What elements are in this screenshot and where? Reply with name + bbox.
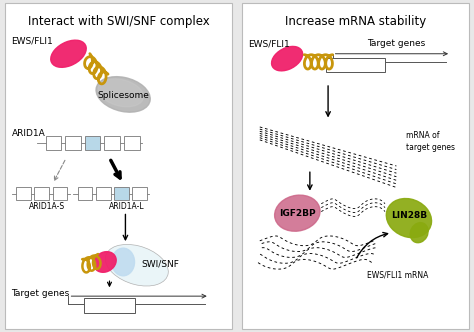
FancyBboxPatch shape: [114, 188, 129, 200]
FancyBboxPatch shape: [16, 188, 31, 200]
Ellipse shape: [386, 199, 431, 238]
Ellipse shape: [96, 77, 150, 112]
FancyBboxPatch shape: [46, 136, 61, 150]
FancyBboxPatch shape: [78, 188, 92, 200]
Text: mRNA of
target genes: mRNA of target genes: [405, 131, 455, 152]
FancyBboxPatch shape: [84, 298, 135, 313]
Ellipse shape: [98, 79, 144, 107]
FancyBboxPatch shape: [53, 188, 67, 200]
FancyBboxPatch shape: [326, 58, 385, 72]
Text: EWS/FLI1: EWS/FLI1: [11, 36, 53, 45]
Text: Increase mRNA stability: Increase mRNA stability: [285, 15, 426, 28]
Ellipse shape: [112, 248, 135, 276]
FancyBboxPatch shape: [104, 136, 120, 150]
FancyBboxPatch shape: [132, 188, 147, 200]
Ellipse shape: [51, 40, 86, 67]
Text: IGF2BP: IGF2BP: [279, 209, 316, 218]
FancyBboxPatch shape: [124, 136, 139, 150]
Ellipse shape: [94, 252, 116, 272]
FancyBboxPatch shape: [65, 136, 81, 150]
Text: Target genes: Target genes: [11, 289, 70, 298]
Text: ARID1A: ARID1A: [11, 129, 46, 138]
Text: EWS/FLI1 mRNA: EWS/FLI1 mRNA: [367, 271, 428, 280]
Text: SWI/SNF: SWI/SNF: [141, 259, 179, 268]
Ellipse shape: [274, 195, 320, 231]
Text: LIN28B: LIN28B: [391, 211, 427, 220]
Text: Interact with SWI/SNF complex: Interact with SWI/SNF complex: [27, 15, 210, 28]
Text: Splicesome: Splicesome: [97, 91, 149, 100]
FancyBboxPatch shape: [96, 188, 110, 200]
FancyBboxPatch shape: [5, 3, 232, 329]
Text: ARID1A-L: ARID1A-L: [109, 203, 145, 211]
FancyBboxPatch shape: [85, 136, 100, 150]
Text: Target genes: Target genes: [367, 40, 425, 48]
FancyBboxPatch shape: [242, 3, 469, 329]
Text: ARID1A-S: ARID1A-S: [29, 203, 65, 211]
Ellipse shape: [105, 244, 168, 286]
Ellipse shape: [272, 46, 302, 71]
Text: EWS/FLI1: EWS/FLI1: [248, 40, 290, 48]
FancyBboxPatch shape: [34, 188, 49, 200]
Ellipse shape: [410, 223, 428, 243]
